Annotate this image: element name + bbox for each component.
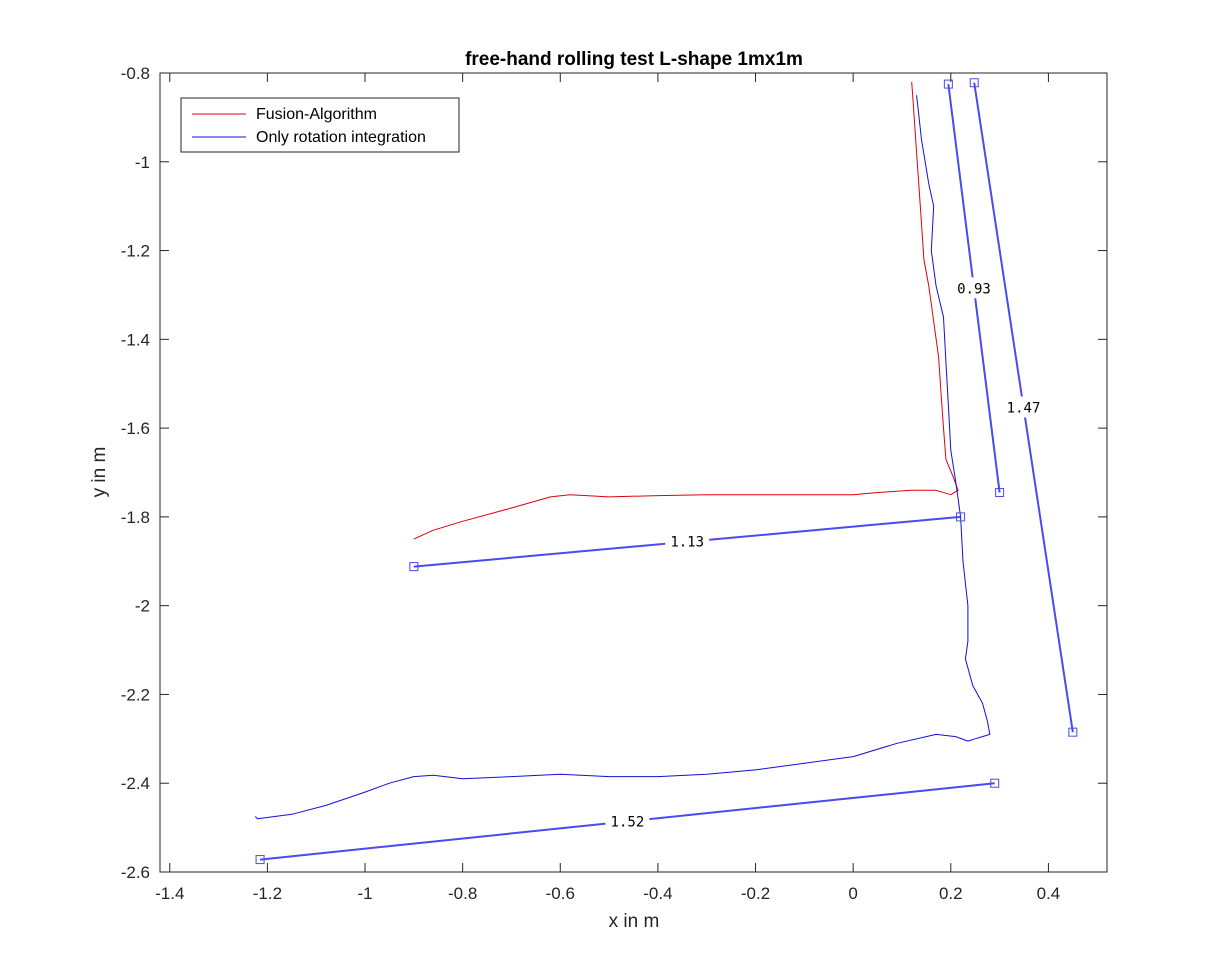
x-tick-label: -0.8 [448, 884, 477, 903]
y-tick-label: -1 [135, 153, 150, 172]
legend-label-rotation: Only rotation integration [256, 129, 426, 146]
measurement-1-47: 1.47 [969, 78, 1078, 737]
y-tick-label: -0.8 [121, 64, 150, 83]
y-tick-label: -2.4 [121, 774, 150, 793]
measurement-label-bg [1001, 396, 1046, 418]
measurement-label: 0.93 [957, 281, 991, 297]
measurement-marker [995, 487, 1005, 497]
measurement-marker [990, 778, 1000, 788]
y-tick-label: -1.8 [121, 508, 150, 527]
measurement-label: 1.47 [1007, 400, 1041, 416]
x-tick-label: 0.2 [939, 884, 963, 903]
y-tick-label: -2.6 [121, 863, 150, 882]
y-tick-label: -1.2 [121, 242, 150, 261]
measurement-1-13: 1.13 [409, 512, 966, 572]
measurement-marker [969, 78, 979, 88]
measurement-marker [1068, 727, 1078, 737]
legend-label-fusion: Fusion-Algorithm [256, 106, 377, 123]
legend-box [180, 97, 460, 153]
x-tick-label: -0.6 [546, 884, 575, 903]
chart-title: free-hand rolling test L-shape 1mx1m [465, 49, 803, 70]
x-tick-label: -1.4 [155, 884, 184, 903]
measurement-0-93: 0.93 [943, 79, 1005, 497]
y-tick-label: -1.4 [121, 330, 150, 349]
legend: Fusion-Algorithm Only rotation integrati… [180, 97, 460, 153]
x-tick-label: -0.4 [643, 884, 672, 903]
measurement-label: 1.13 [670, 535, 704, 551]
x-tick-label: -1 [357, 884, 372, 903]
measurement-1-52: 1.52 [255, 778, 1000, 865]
measurement-marker [255, 855, 265, 865]
x-tick-label: 0.4 [1037, 884, 1061, 903]
x-tick-label: 0 [848, 884, 857, 903]
y-tick-label: -2.2 [121, 685, 150, 704]
measurement-label-bg [665, 530, 710, 552]
measurement-marker [409, 562, 419, 572]
x-tick-label: -1.2 [253, 884, 282, 903]
measurement-label-bg [605, 810, 650, 832]
measurement-marker [956, 512, 966, 522]
series-line-rotation [254, 95, 991, 820]
series-line-fusion [413, 81, 959, 540]
y-tick-label: -2 [135, 597, 150, 616]
measurement-marker [943, 79, 953, 89]
axis-ticks: -1.4 -1.2 -1 -0.8 -0.6 -0.4 -0.2 0 0.2 0.4 -0.8 -1 -… [121, 64, 1107, 903]
y-axis-label: y in m [89, 447, 110, 498]
measurement-label-bg [951, 277, 996, 299]
x-axis-label: x in m [609, 911, 660, 932]
y-tick-label: -1.6 [121, 419, 150, 438]
plot-area: 0.93 1.47 1.13 1.52 [254, 78, 1078, 865]
x-tick-label: -0.2 [741, 884, 770, 903]
measurement-label: 1.52 [611, 814, 645, 830]
axes-box [159, 72, 1108, 873]
